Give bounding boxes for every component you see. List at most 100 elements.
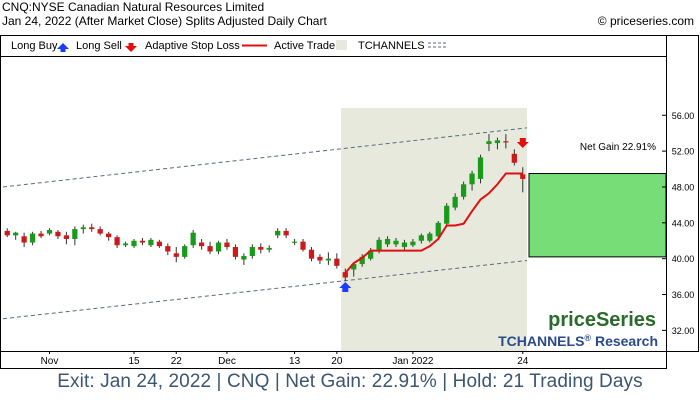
candle <box>351 263 357 277</box>
candle <box>190 229 196 248</box>
y-tick-label: 36.00 <box>672 290 695 300</box>
candle-body <box>477 157 484 179</box>
candle-body <box>351 264 357 270</box>
legend-active-label: Active Trade <box>274 40 335 52</box>
candle <box>384 236 391 248</box>
candle <box>401 239 408 251</box>
candle <box>63 231 70 245</box>
candle-body <box>384 238 391 245</box>
candle-body <box>258 247 264 250</box>
candle <box>503 134 509 149</box>
candle <box>435 221 441 239</box>
x-tick-label: Nov <box>41 356 59 367</box>
y-tick-label: 48.00 <box>672 182 695 192</box>
upper-channel-line <box>2 127 528 188</box>
candle-body <box>207 246 213 252</box>
legend-channels-label: TCHANNELS <box>358 40 425 52</box>
candle-body <box>435 222 441 237</box>
candle <box>215 240 222 255</box>
legend-stop-label: Adaptive Stop Loss <box>145 40 240 52</box>
candle-body <box>503 141 509 143</box>
candle <box>89 223 95 232</box>
net-gain-box <box>528 173 667 258</box>
candle <box>38 230 44 239</box>
candle-body <box>241 255 247 260</box>
x-axis-frame <box>0 351 667 369</box>
candle <box>427 231 433 243</box>
candle-body <box>215 242 222 252</box>
watermark-reg-mark: ® <box>584 333 591 343</box>
copyright-text: © priceseries.com <box>597 14 694 28</box>
candle <box>258 243 264 254</box>
candle-body <box>494 140 501 144</box>
y-axis-frame <box>666 35 699 352</box>
candle-body <box>72 229 78 239</box>
candle <box>165 243 171 256</box>
candle-body <box>376 239 382 250</box>
candle-body <box>283 230 289 236</box>
candle <box>241 253 247 265</box>
lower-channel-line <box>2 259 528 320</box>
x-tick-label: 22 <box>171 356 183 367</box>
candle-body <box>368 250 374 259</box>
net-gain-label: Net Gain 22.91% <box>580 142 656 153</box>
candle <box>393 238 399 248</box>
x-tick-label: Jan 2022 <box>392 356 434 367</box>
candle <box>477 154 484 184</box>
candle-body <box>275 230 281 236</box>
candle-body <box>89 227 95 230</box>
candle <box>444 203 450 227</box>
candle <box>342 268 348 282</box>
candle-body <box>325 258 332 261</box>
candle <box>266 245 272 253</box>
candle-body <box>21 236 27 243</box>
candle-body <box>131 240 137 247</box>
candle-body <box>291 241 298 243</box>
candle <box>325 252 332 265</box>
candle <box>224 238 230 250</box>
candle-body <box>38 233 44 237</box>
chart-title: CNQ:NYSE Canadian Natural Resources Limi… <box>2 0 265 14</box>
candle <box>511 149 517 166</box>
stop-loss-line <box>344 172 523 274</box>
candle-body <box>249 247 255 256</box>
candle-body <box>29 233 36 243</box>
candle-body <box>224 242 230 248</box>
legend: Long Buy Long Sell Adaptive Stop Loss Ac… <box>11 40 448 52</box>
candle <box>46 228 53 236</box>
long-sell-arrow-icon <box>516 137 529 148</box>
y-tick-label: 32.00 <box>672 326 695 336</box>
active-trade-swatch <box>336 40 347 50</box>
buy-arrow-icon <box>57 43 69 52</box>
candle-body <box>401 242 408 248</box>
y-tick-label: 52.00 <box>672 147 695 157</box>
candle-body <box>13 232 19 236</box>
candle <box>418 233 424 244</box>
adaptive-stop-loss <box>344 172 523 274</box>
candle-body <box>444 205 450 224</box>
x-tick-label: 15 <box>128 356 140 367</box>
y-axis: 56.00 52.00 48.00 44.00 40.00 36.00 32.00 <box>662 111 694 336</box>
x-tick-label: 24 <box>517 356 529 367</box>
candle <box>106 231 112 241</box>
candle <box>283 228 289 239</box>
candle <box>308 247 315 262</box>
candle-body <box>359 256 365 265</box>
candle <box>173 247 179 263</box>
x-tick-label: 20 <box>331 356 343 367</box>
long-buy-arrow-icon <box>339 281 352 292</box>
candle <box>122 241 129 248</box>
candle <box>55 229 61 239</box>
candle-body <box>511 153 517 163</box>
candle-body <box>410 241 416 246</box>
y-tick-label: 56.00 <box>672 111 695 121</box>
candle-body <box>520 174 526 179</box>
candle-body <box>55 231 61 237</box>
candle <box>291 238 298 246</box>
trade-signals <box>339 137 529 292</box>
candle-body <box>317 256 323 261</box>
candle <box>249 244 255 259</box>
candle-body <box>122 243 129 246</box>
candle <box>317 254 323 265</box>
candle-body <box>182 246 188 257</box>
